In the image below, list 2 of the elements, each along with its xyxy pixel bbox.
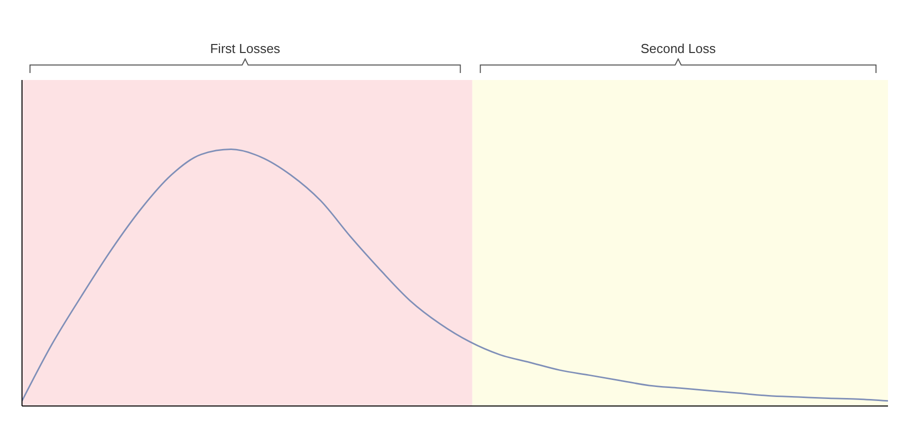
text: First Losses xyxy=(210,41,281,56)
text: Second Loss xyxy=(640,41,716,56)
